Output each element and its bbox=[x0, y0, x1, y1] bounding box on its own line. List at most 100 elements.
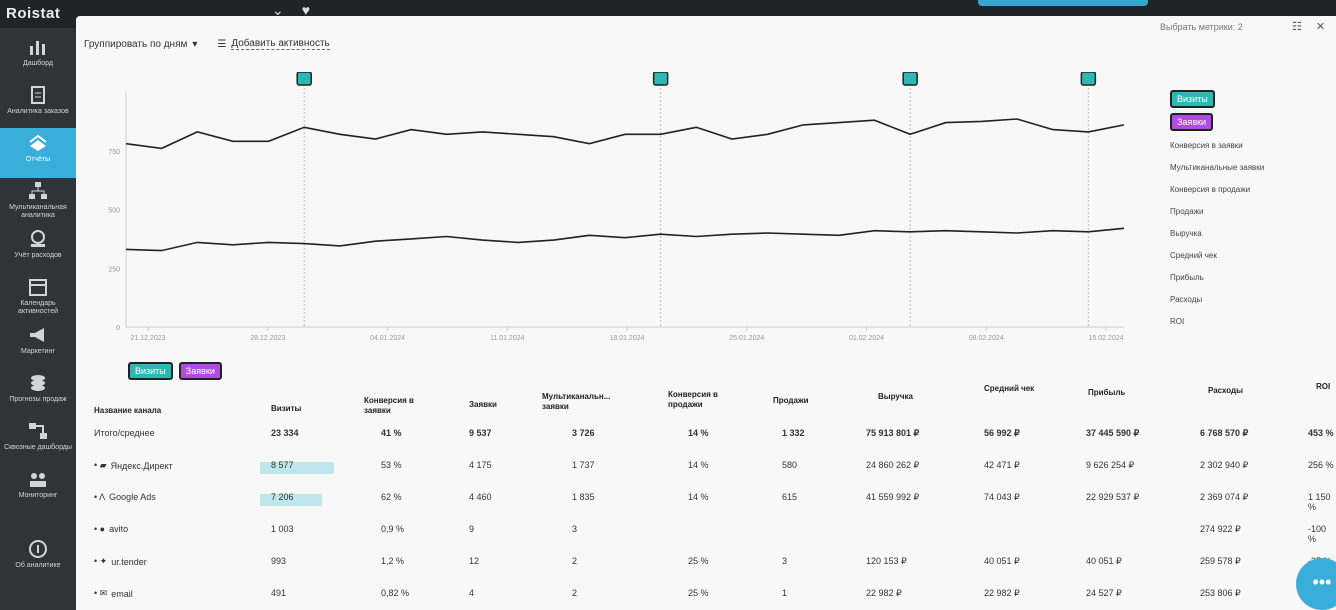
legend-item[interactable]: Средний чек bbox=[1170, 251, 1217, 260]
yandex-icon: • ▰ bbox=[94, 460, 107, 470]
chat-button[interactable]: ••• bbox=[1296, 558, 1336, 610]
legend-chip-leads[interactable]: Заявки bbox=[1170, 113, 1214, 131]
list-icon: ☰ bbox=[217, 38, 227, 50]
col-revenue[interactable]: Выручка bbox=[878, 392, 913, 401]
col-conv-leads[interactable]: Конверсия в заявки bbox=[364, 396, 414, 415]
sidebar-item-costs[interactable]: Учёт расходов bbox=[0, 224, 76, 274]
cell-leads: 9 bbox=[469, 524, 475, 534]
sidebar-item-flow[interactable]: Сквозные дашборды bbox=[0, 416, 76, 466]
row-channel[interactable]: • ● avito bbox=[94, 524, 128, 534]
table-row[interactable]: • Λ Google Ads 7 206 62 % 4 460 1 835 14 % 615 4… bbox=[76, 492, 1336, 520]
tender-icon: • ✦ bbox=[94, 556, 108, 566]
y-tick-label: 250 bbox=[108, 266, 120, 273]
row-channel[interactable]: • ✦ ur.tender bbox=[94, 556, 147, 567]
cell-conv-leads: 0,9 % bbox=[381, 524, 405, 534]
main-panel: Группировать по дням ▾ ☰ Добавить активн… bbox=[76, 16, 1336, 610]
brand-logo[interactable]: Roistat bbox=[6, 5, 61, 22]
legend-item[interactable]: Продажи bbox=[1170, 207, 1204, 216]
calendar-icon bbox=[29, 279, 47, 296]
settings-icon[interactable]: ☷ bbox=[1292, 21, 1302, 33]
col-visits[interactable]: Визиты bbox=[271, 404, 302, 413]
x-tick-label: 01.02.2024 bbox=[849, 335, 884, 342]
cell-conv-sales: 25 % bbox=[688, 588, 709, 598]
cell-leads: 4 460 bbox=[469, 492, 492, 502]
sidebar-item-calendar[interactable]: Календарь активностей bbox=[0, 272, 76, 322]
group-by-dropdown[interactable]: Группировать по дням ▾ bbox=[84, 38, 197, 50]
close-icon[interactable]: ✕ bbox=[1315, 21, 1326, 33]
cards-icon bbox=[29, 134, 47, 151]
cell-multi: 3 726 bbox=[572, 428, 595, 438]
cell-costs: 2 369 074 ₽ bbox=[1200, 492, 1249, 502]
legend-chip-visits[interactable]: Визиты bbox=[1170, 90, 1215, 108]
channel-name: Google Ads bbox=[109, 492, 156, 502]
x-tick-label: 25.01.2024 bbox=[729, 335, 764, 342]
col-conv-sales[interactable]: Конверсия в продажи bbox=[668, 390, 718, 409]
metrics-legend: Выбрать метрики: 2 ☷ ✕ Визиты Заявки Кон… bbox=[1156, 16, 1336, 336]
top-accent-tab[interactable] bbox=[978, 0, 1148, 6]
cell-multi: 2 bbox=[572, 556, 578, 566]
activity-marker bbox=[902, 72, 918, 86]
cell-profit: 22 929 537 ₽ bbox=[1086, 492, 1140, 502]
cell-profit: 40 051 ₽ bbox=[1086, 556, 1122, 566]
x-tick-label: 18.01.2024 bbox=[609, 335, 644, 342]
chevron-down-icon: ▾ bbox=[192, 38, 198, 50]
table-row[interactable]: • ▰ Яндекс.Директ 8 577 53 % 4 175 1 737 14 % 5… bbox=[76, 460, 1336, 488]
col-roi[interactable]: ROI bbox=[1316, 382, 1331, 391]
heart-icon[interactable]: ♥ bbox=[301, 2, 311, 18]
cell-multi: 2 bbox=[572, 588, 578, 598]
legend-item[interactable]: Расходы bbox=[1170, 295, 1203, 304]
cell-leads: 9 537 bbox=[469, 428, 492, 438]
table-row[interactable]: • ✉ email 491 0,82 % 4 2 25 % 1 22 982 ₽ 22 982 ₽… bbox=[76, 588, 1336, 610]
cell-costs: 6 768 570 ₽ bbox=[1200, 428, 1249, 438]
toggle-leads[interactable]: Заявки bbox=[178, 362, 222, 380]
cell-roi: 256 % bbox=[1308, 460, 1334, 470]
add-activity-label: Добавить активность bbox=[231, 38, 330, 50]
table-header: Название канала Визиты Конверсия в заявк… bbox=[76, 380, 1336, 424]
sidebar-item-monitoring[interactable]: Мониторинг bbox=[0, 464, 76, 514]
sidebar-item-marketing[interactable]: Маркетинг bbox=[0, 320, 76, 370]
legend-item[interactable]: Конверсия в заявки bbox=[1170, 141, 1243, 150]
row-channel[interactable]: • ▰ Яндекс.Директ bbox=[94, 460, 173, 471]
row-channel[interactable]: • Λ Google Ads bbox=[94, 492, 156, 502]
info-icon bbox=[29, 540, 47, 558]
cell-sales: 580 bbox=[782, 460, 798, 470]
cell-revenue: 120 153 ₽ bbox=[866, 556, 907, 566]
legend-item[interactable]: Мультиканальные заявки bbox=[1170, 163, 1265, 172]
legend-item[interactable]: ROI bbox=[1170, 317, 1185, 326]
table-row[interactable]: • ✦ ur.tender 993 1,2 % 12 2 25 % 3 120 153 ₽ 40 … bbox=[76, 556, 1336, 584]
col-avg[interactable]: Средний чек bbox=[984, 384, 1035, 393]
legend-item[interactable]: Прибыль bbox=[1170, 273, 1204, 282]
col-sales[interactable]: Продажи bbox=[773, 396, 809, 405]
line-chart: 0 250 500 750 21.12.2023 28.12.2023 04.01.2024… bbox=[108, 72, 1125, 342]
cell-visits: 7 206 bbox=[271, 492, 294, 502]
channel-name: avito bbox=[109, 524, 129, 534]
people-icon bbox=[30, 473, 46, 487]
sidebar-item-dashboard[interactable]: Дашборд bbox=[0, 32, 76, 82]
sidebar-item-multichannel[interactable]: Мультиканальная аналитика bbox=[0, 176, 76, 226]
col-multi[interactable]: Мультиканальн... заявки bbox=[542, 392, 611, 411]
legend-item[interactable]: Выручка bbox=[1170, 229, 1202, 238]
sidebar-item-forecast[interactable]: Прогнозы продаж bbox=[0, 368, 76, 418]
x-tick-label: 04.01.2024 bbox=[370, 335, 405, 342]
col-profit[interactable]: Прибыль bbox=[1088, 388, 1126, 397]
col-channel[interactable]: Название канала bbox=[94, 406, 162, 415]
toggle-visits[interactable]: Визиты bbox=[128, 362, 173, 380]
megaphone-icon bbox=[30, 328, 44, 342]
cell-multi: 1 835 bbox=[572, 492, 595, 502]
legend-item[interactable]: Конверсия в продажи bbox=[1170, 185, 1251, 194]
table-row[interactable]: • ● avito 1 003 0,9 % 9 3 274 922 ₽ -100 % bbox=[76, 524, 1336, 552]
chevron-down-icon[interactable]: ⌄ bbox=[272, 2, 284, 18]
row-channel[interactable]: • ✉ email bbox=[94, 588, 133, 599]
cell-sales: 615 bbox=[782, 492, 798, 502]
channel-name: email bbox=[111, 588, 133, 599]
visits-share-bar bbox=[260, 494, 322, 506]
sidebar-item-orders[interactable]: Аналитика заказов bbox=[0, 80, 76, 130]
sidebar: Дашборд Аналитика заказов Отчёты Мультик… bbox=[0, 28, 76, 610]
col-leads[interactable]: Заявки bbox=[469, 400, 497, 409]
sidebar-item-reports[interactable]: Отчёты bbox=[0, 128, 76, 178]
add-activity-button[interactable]: ☰ Добавить активность bbox=[217, 38, 330, 50]
col-costs[interactable]: Расходы bbox=[1208, 386, 1243, 395]
channel-name: ur.tender bbox=[111, 556, 147, 567]
x-tick-label: 15.02.2024 bbox=[1088, 335, 1123, 342]
sidebar-item-about[interactable]: Об аналитике bbox=[0, 534, 76, 584]
